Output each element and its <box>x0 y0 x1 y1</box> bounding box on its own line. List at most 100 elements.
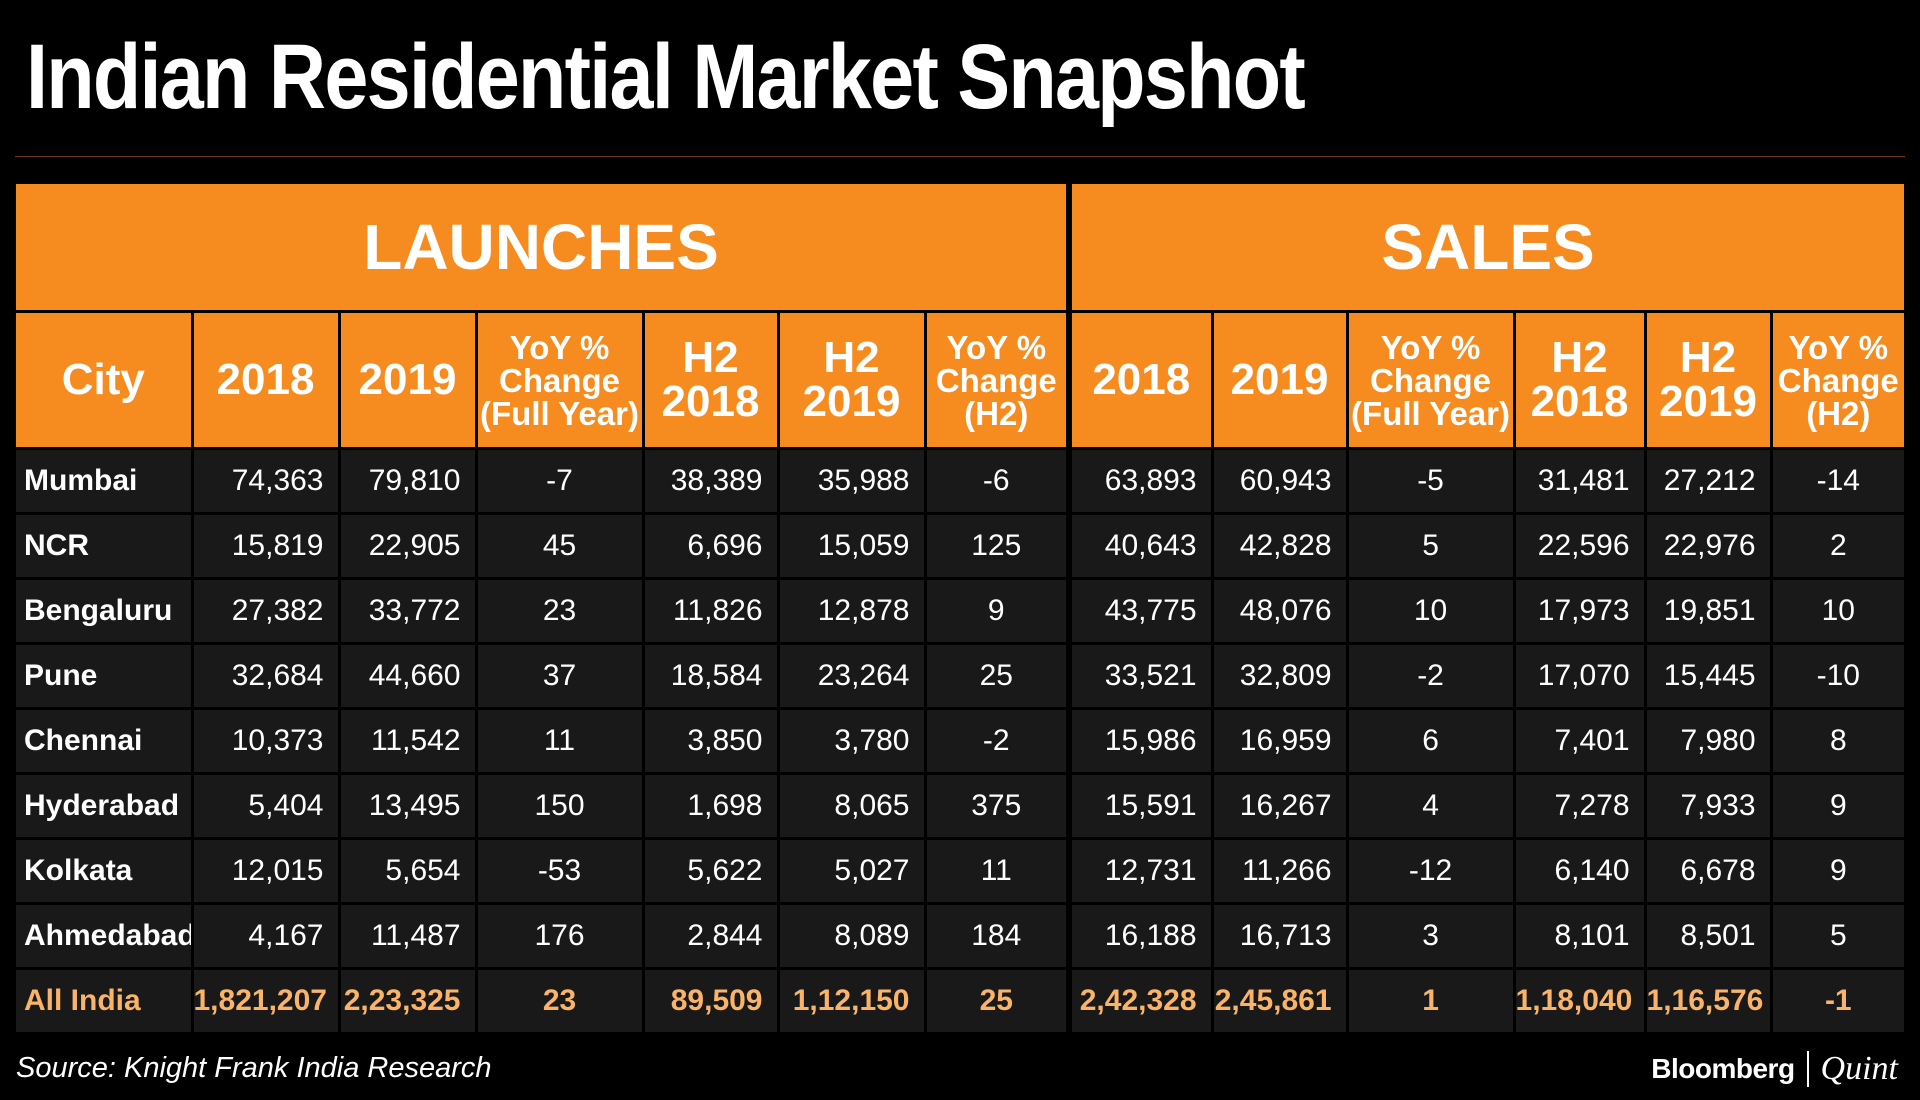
column-header-0: City <box>16 311 192 450</box>
column-header-line: 2019 <box>1230 355 1329 404</box>
column-header-line: 2018 <box>661 377 760 426</box>
column-header-row: City 2018 2019 YoY % Change (Full Year) H2 2018… <box>16 311 1905 450</box>
value-cell: 2,844 <box>641 903 778 970</box>
value-cell: 27,382 <box>190 578 339 645</box>
column-header-4: H2 2018 <box>641 311 778 450</box>
table-row: NCR 15,819 22,905 45 6,696 15,059 125 40,643 42,… <box>16 513 1905 580</box>
value-cell: -7 <box>474 448 643 515</box>
column-header-line: 2018 <box>1530 377 1629 426</box>
brand-name: Bloomberg <box>1651 1053 1795 1084</box>
value-cell: 3 <box>1345 903 1515 970</box>
column-header-3: YoY % Change (Full Year) <box>474 311 643 450</box>
value-cell: 25 <box>923 643 1070 710</box>
value-cell: 16,713 <box>1210 903 1348 970</box>
column-header-7: 2018 <box>1066 311 1213 450</box>
value-cell: 37 <box>474 643 643 710</box>
column-header-line: (Full Year) <box>480 394 639 432</box>
column-header-1: 2018 <box>190 311 339 450</box>
value-cell: 22,905 <box>337 513 476 580</box>
column-header-line: Change <box>498 361 620 399</box>
value-cell: 16,267 <box>1210 773 1348 840</box>
value-cell: 5 <box>1769 903 1905 970</box>
column-header-12: YoY % Change (H2) <box>1769 311 1905 450</box>
column-header-8: 2019 <box>1210 311 1348 450</box>
column-header-line: 2019 <box>358 355 457 404</box>
city-cell: Ahmedabad <box>16 903 192 970</box>
value-cell: 5,622 <box>641 838 778 905</box>
value-cell: 22,976 <box>1643 513 1772 580</box>
table-row: Chennai 10,373 11,542 11 3,850 3,780 -2 15,986 1… <box>16 708 1905 775</box>
column-header-line: City <box>61 355 145 404</box>
value-cell: 3,780 <box>776 708 925 775</box>
column-header-line: (Full Year) <box>1351 394 1510 432</box>
value-cell: 11,487 <box>337 903 476 970</box>
value-cell: 125 <box>923 513 1070 580</box>
value-cell: 11,542 <box>337 708 476 775</box>
title-divider <box>15 156 1905 157</box>
value-cell: 48,076 <box>1210 578 1348 645</box>
column-header-2: 2019 <box>337 311 476 450</box>
value-cell: 8,065 <box>776 773 925 840</box>
value-cell: 16,959 <box>1210 708 1348 775</box>
value-cell: 2 <box>1769 513 1905 580</box>
value-cell: 1,12,150 <box>776 968 925 1035</box>
value-cell: 184 <box>923 903 1070 970</box>
value-cell: 25 <box>923 968 1070 1035</box>
column-header-9: YoY % Change (Full Year) <box>1345 311 1515 450</box>
value-cell: 63,893 <box>1066 448 1213 515</box>
value-cell: -2 <box>1345 643 1515 710</box>
value-cell: 17,070 <box>1512 643 1646 710</box>
value-cell: 8,089 <box>776 903 925 970</box>
value-cell: 33,772 <box>337 578 476 645</box>
value-cell: 42,828 <box>1210 513 1348 580</box>
value-cell: 3,850 <box>641 708 778 775</box>
value-cell: 7,278 <box>1512 773 1646 840</box>
total-row: All India 1,821,207 2,23,325 23 89,509 1,12,1… <box>16 968 1905 1035</box>
column-header-line: YoY % <box>1380 328 1481 366</box>
table-row: Mumbai 74,363 79,810 -7 38,389 35,988 -6 63,893… <box>16 448 1905 515</box>
column-header-line: YoY % <box>509 328 610 366</box>
value-cell: 6,678 <box>1643 838 1772 905</box>
city-cell: All India <box>16 968 192 1035</box>
value-cell: 35,988 <box>776 448 925 515</box>
table-body: Mumbai 74,363 79,810 -7 38,389 35,988 -6 63,893… <box>16 448 1905 1035</box>
value-cell: 32,684 <box>190 643 339 710</box>
value-cell: 150 <box>474 773 643 840</box>
value-cell: 5 <box>1345 513 1515 580</box>
value-cell: 74,363 <box>190 448 339 515</box>
table-row: Kolkata 12,015 5,654 -53 5,622 5,027 11 12,731 1… <box>16 838 1905 905</box>
value-cell: -2 <box>923 708 1070 775</box>
column-header-line: Change <box>1777 361 1899 399</box>
column-header-line: (H2) <box>1806 394 1871 432</box>
value-cell: 6,140 <box>1512 838 1646 905</box>
column-header-line: 2018 <box>1092 355 1191 404</box>
page-title: Indian Residential Market Snapshot <box>26 26 1306 128</box>
value-cell: 22,596 <box>1512 513 1646 580</box>
value-cell: 10 <box>1769 578 1905 645</box>
value-cell: 11 <box>923 838 1070 905</box>
value-cell: 7,933 <box>1643 773 1772 840</box>
value-cell: 15,591 <box>1066 773 1213 840</box>
value-cell: 1,698 <box>641 773 778 840</box>
column-header-11: H2 2019 <box>1643 311 1772 450</box>
value-cell: 10 <box>1345 578 1515 645</box>
column-header-line: YoY % <box>1788 328 1889 366</box>
value-cell: 27,212 <box>1643 448 1772 515</box>
value-cell: -10 <box>1769 643 1905 710</box>
value-cell: 8,101 <box>1512 903 1646 970</box>
city-cell: Hyderabad <box>16 773 192 840</box>
city-cell: Pune <box>16 643 192 710</box>
value-cell: 7,980 <box>1643 708 1772 775</box>
city-cell: Kolkata <box>16 838 192 905</box>
value-cell: 2,42,328 <box>1066 968 1213 1035</box>
city-cell: NCR <box>16 513 192 580</box>
market-snapshot-table: LAUNCHES SALES City 2018 2019 YoY % Change (F… <box>16 184 1905 1035</box>
value-cell: 44,660 <box>337 643 476 710</box>
value-cell: 13,495 <box>337 773 476 840</box>
table-row: Ahmedabad 4,167 11,487 176 2,844 8,089 184 16,1… <box>16 903 1905 970</box>
column-header-line: H2 <box>682 333 739 382</box>
value-cell: 1 <box>1345 968 1515 1035</box>
value-cell: 60,943 <box>1210 448 1348 515</box>
column-header-5: H2 2019 <box>776 311 925 450</box>
column-header-line: H2 <box>1551 333 1608 382</box>
